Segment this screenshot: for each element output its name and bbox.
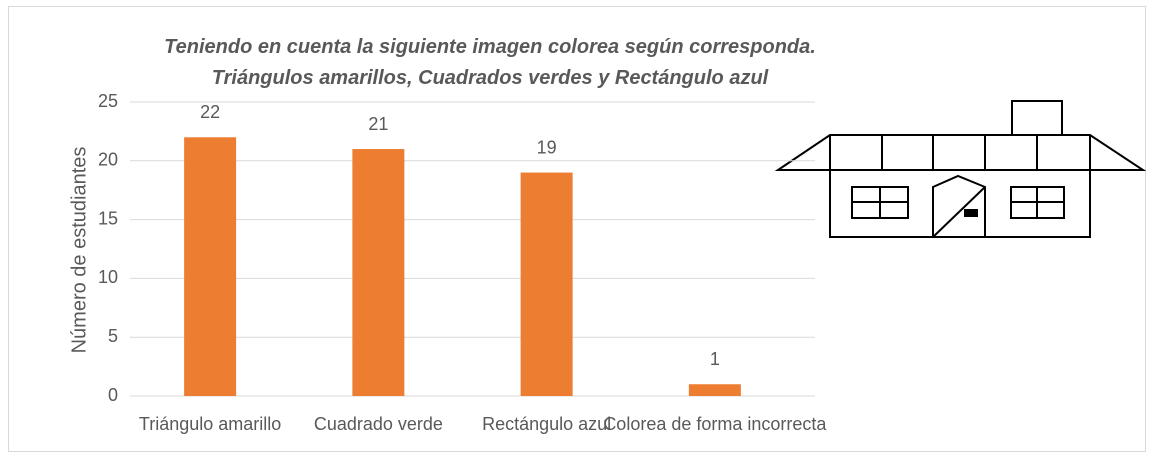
data-label: 19	[537, 137, 557, 157]
bar	[352, 149, 405, 396]
y-tick-label: 0	[108, 385, 118, 405]
data-label: 1	[710, 349, 720, 369]
y-tick-label: 25	[98, 91, 118, 111]
data-label: 21	[368, 114, 388, 134]
data-label: 22	[200, 102, 220, 122]
bar	[184, 137, 237, 396]
bar	[688, 384, 741, 396]
x-tick-label: Rectángulo azul	[482, 414, 611, 434]
chart-frame	[8, 6, 1146, 452]
x-tick-label: Colorea de forma incorrecta	[603, 414, 827, 434]
y-tick-label: 20	[98, 150, 118, 170]
x-tick-label: Triángulo amarillo	[139, 414, 281, 434]
y-tick-label: 10	[98, 267, 118, 287]
y-tick-label: 5	[108, 326, 118, 346]
house-illustration	[774, 100, 1147, 238]
y-tick-label: 15	[98, 208, 118, 228]
y-axis-label: Número de estudiantes	[68, 147, 90, 354]
chart-title: Teniendo en cuenta la siguiente imagen c…	[164, 36, 816, 89]
x-tick-label: Cuadrado verde	[314, 414, 443, 434]
bar	[520, 172, 573, 396]
